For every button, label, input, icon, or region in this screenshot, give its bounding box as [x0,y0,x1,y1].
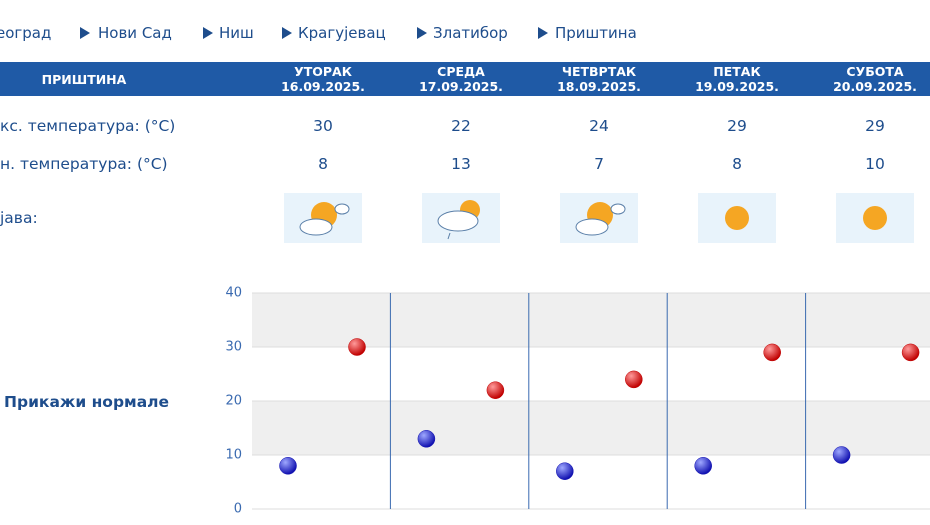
temp-value: 8 [318,155,328,173]
temp-point [348,338,366,356]
temp-value: 29 [727,117,747,135]
y-tick-label: 0 [234,502,242,517]
day-date: 18.09.2025. [557,79,641,94]
day-date: 17.09.2025. [419,79,503,94]
weather-icon [698,193,776,243]
weather-icon [560,193,638,243]
temp-point [625,370,643,389]
temp-point [556,462,574,480]
temp-value: 29 [865,117,885,135]
nav-link[interactable]: Приштина [555,24,637,42]
row-label: кс. температура: (°C) [0,117,176,135]
nav-link[interactable]: Нови Сад [98,24,172,42]
temp-value: 7 [594,155,604,173]
weather-icon [422,193,500,243]
grid-band [252,293,930,347]
nav-link[interactable]: еоград [0,24,52,42]
day-name: УТОРАК [294,64,352,79]
day-date: 16.09.2025. [281,79,365,94]
city-header: ПРИШТИНА [41,72,127,87]
temp-value: 22 [451,117,471,135]
y-tick-label: 40 [225,286,242,301]
day-name: ПЕТАК [713,64,761,79]
row-label: јава: [0,209,38,227]
temp-value: 8 [732,155,742,173]
row-label: н. температура: (°C) [0,155,168,173]
day-date: 19.09.2025. [695,79,779,94]
y-tick-label: 10 [225,448,242,463]
temp-point [486,381,505,399]
nav-arrows [80,27,548,39]
nav-link[interactable]: Крагујевац [298,24,386,42]
nav-link[interactable]: Ниш [219,24,254,42]
weather-icon [284,193,362,243]
grid-band [252,401,930,455]
temp-point [279,457,297,475]
temp-point [417,430,436,448]
y-tick-label: 30 [225,340,242,355]
temp-value: 10 [865,155,885,173]
temp-point [832,446,851,464]
nav-link[interactable]: Златибор [433,24,508,42]
day-date: 20.09.2025. [833,79,917,94]
day-name: СУБОТА [846,64,904,79]
temp-value: 24 [589,117,609,135]
temp-value: 30 [313,117,333,135]
table-header [0,62,930,96]
temp-value: 13 [451,155,471,173]
toggle-normals[interactable]: Прикажи нормале [4,393,170,411]
day-name: ЧЕТВРТАК [561,64,637,79]
y-tick-label: 20 [225,394,242,409]
weather-icon [836,193,914,243]
day-name: СРЕДА [437,64,485,79]
temp-point [901,343,920,362]
temp-point [694,457,712,475]
temp-point [763,343,781,362]
